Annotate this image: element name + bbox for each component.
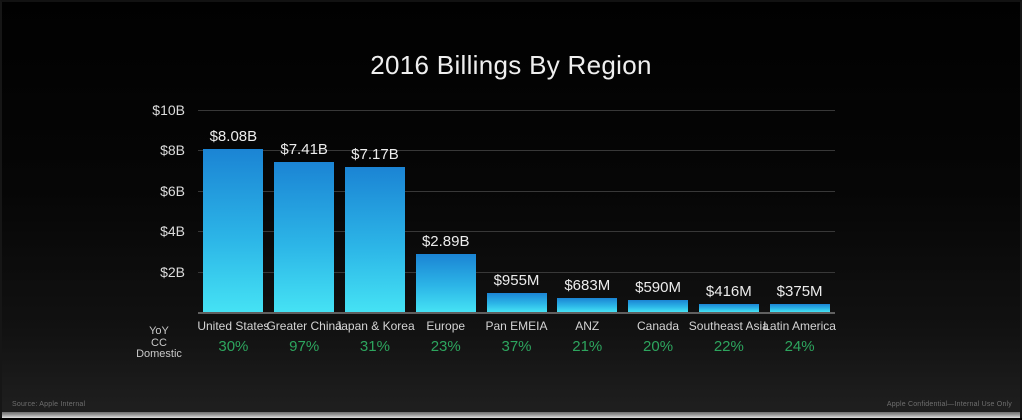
bar-latin-america <box>769 304 830 312</box>
yoy-label-line: YoY <box>149 325 169 337</box>
category-label-canada: Canada <box>637 319 680 333</box>
category-label-latin-america: Latin America <box>763 319 836 333</box>
yoy-pct-pan-emeia: 37% <box>501 338 532 355</box>
gridline-4b <box>198 231 835 233</box>
bottom-strip <box>2 412 1020 418</box>
yoy-pct-canada: 20% <box>643 338 674 355</box>
category-label-southeast-asia: Southeast Asia <box>688 319 769 333</box>
category-label-greater-china: Greater China <box>266 319 342 333</box>
chart-title: 2016 Billings By Region <box>370 50 652 80</box>
bar-pan-emeia <box>486 292 547 312</box>
value-label-europe: $2.89B <box>421 232 470 250</box>
value-label-japan-korea: $7.17B <box>351 146 399 164</box>
value-label-canada: $590M <box>635 279 681 297</box>
yoy-cc-domestic-label: YoY CC Domestic <box>122 325 196 361</box>
source-note: Source: Apple Internal <box>12 401 86 408</box>
yoy-pct-greater-china: 97% <box>289 338 320 355</box>
category-label-anz: ANZ <box>575 319 600 333</box>
x-axis-line <box>198 312 835 314</box>
confidential-note: Apple Confidential—Internal Use Only <box>886 401 1012 408</box>
yoy-pct-latin-america: 24% <box>784 338 815 355</box>
cc-label-line: CC <box>151 336 167 349</box>
bar-canada <box>628 300 689 312</box>
bar-united-states <box>203 148 264 312</box>
bar-europe <box>415 253 476 312</box>
y-axis-tick-10b: $10B <box>152 102 185 118</box>
value-label-southeast-asia: $416M <box>705 282 752 300</box>
gridline-6b <box>198 190 835 192</box>
bar-greater-china <box>274 162 335 312</box>
y-axis-tick-8b: $8B <box>160 142 185 159</box>
gridline-8b <box>198 150 835 152</box>
yoy-pct-anz: 21% <box>572 338 603 355</box>
value-label-greater-china: $7.41B <box>280 141 328 159</box>
value-label-united-states: $8.08B <box>209 127 258 145</box>
y-axis-tick-4b: $4B <box>160 223 185 240</box>
category-label-japan-korea: Japan & Korea <box>335 319 415 333</box>
yoy-pct-southeast-asia: 22% <box>713 338 744 355</box>
yoy-pct-united-states: 30% <box>218 338 249 355</box>
category-label-united-states: United States <box>197 319 270 333</box>
y-axis-tick-2b: $2B <box>160 263 185 280</box>
value-label-latin-america: $375M <box>776 283 823 301</box>
yoy-pct-japan-korea: 31% <box>359 338 390 355</box>
category-label-europe: Europe <box>426 319 466 333</box>
yoy-pct-europe: 23% <box>430 338 461 355</box>
value-label-pan-emeia: $955M <box>493 271 540 289</box>
gridline-10b <box>198 110 835 111</box>
category-label-pan-emeia: Pan EMEIA <box>485 319 548 333</box>
bar-japan-korea <box>344 167 405 312</box>
bar-anz <box>557 298 618 312</box>
bar-southeast-asia <box>698 303 759 312</box>
value-label-anz: $683M <box>564 277 611 295</box>
y-axis-tick-6b: $6B <box>160 182 185 199</box>
gridline-2b <box>198 271 835 273</box>
domestic-label-line: Domestic <box>136 348 182 360</box>
